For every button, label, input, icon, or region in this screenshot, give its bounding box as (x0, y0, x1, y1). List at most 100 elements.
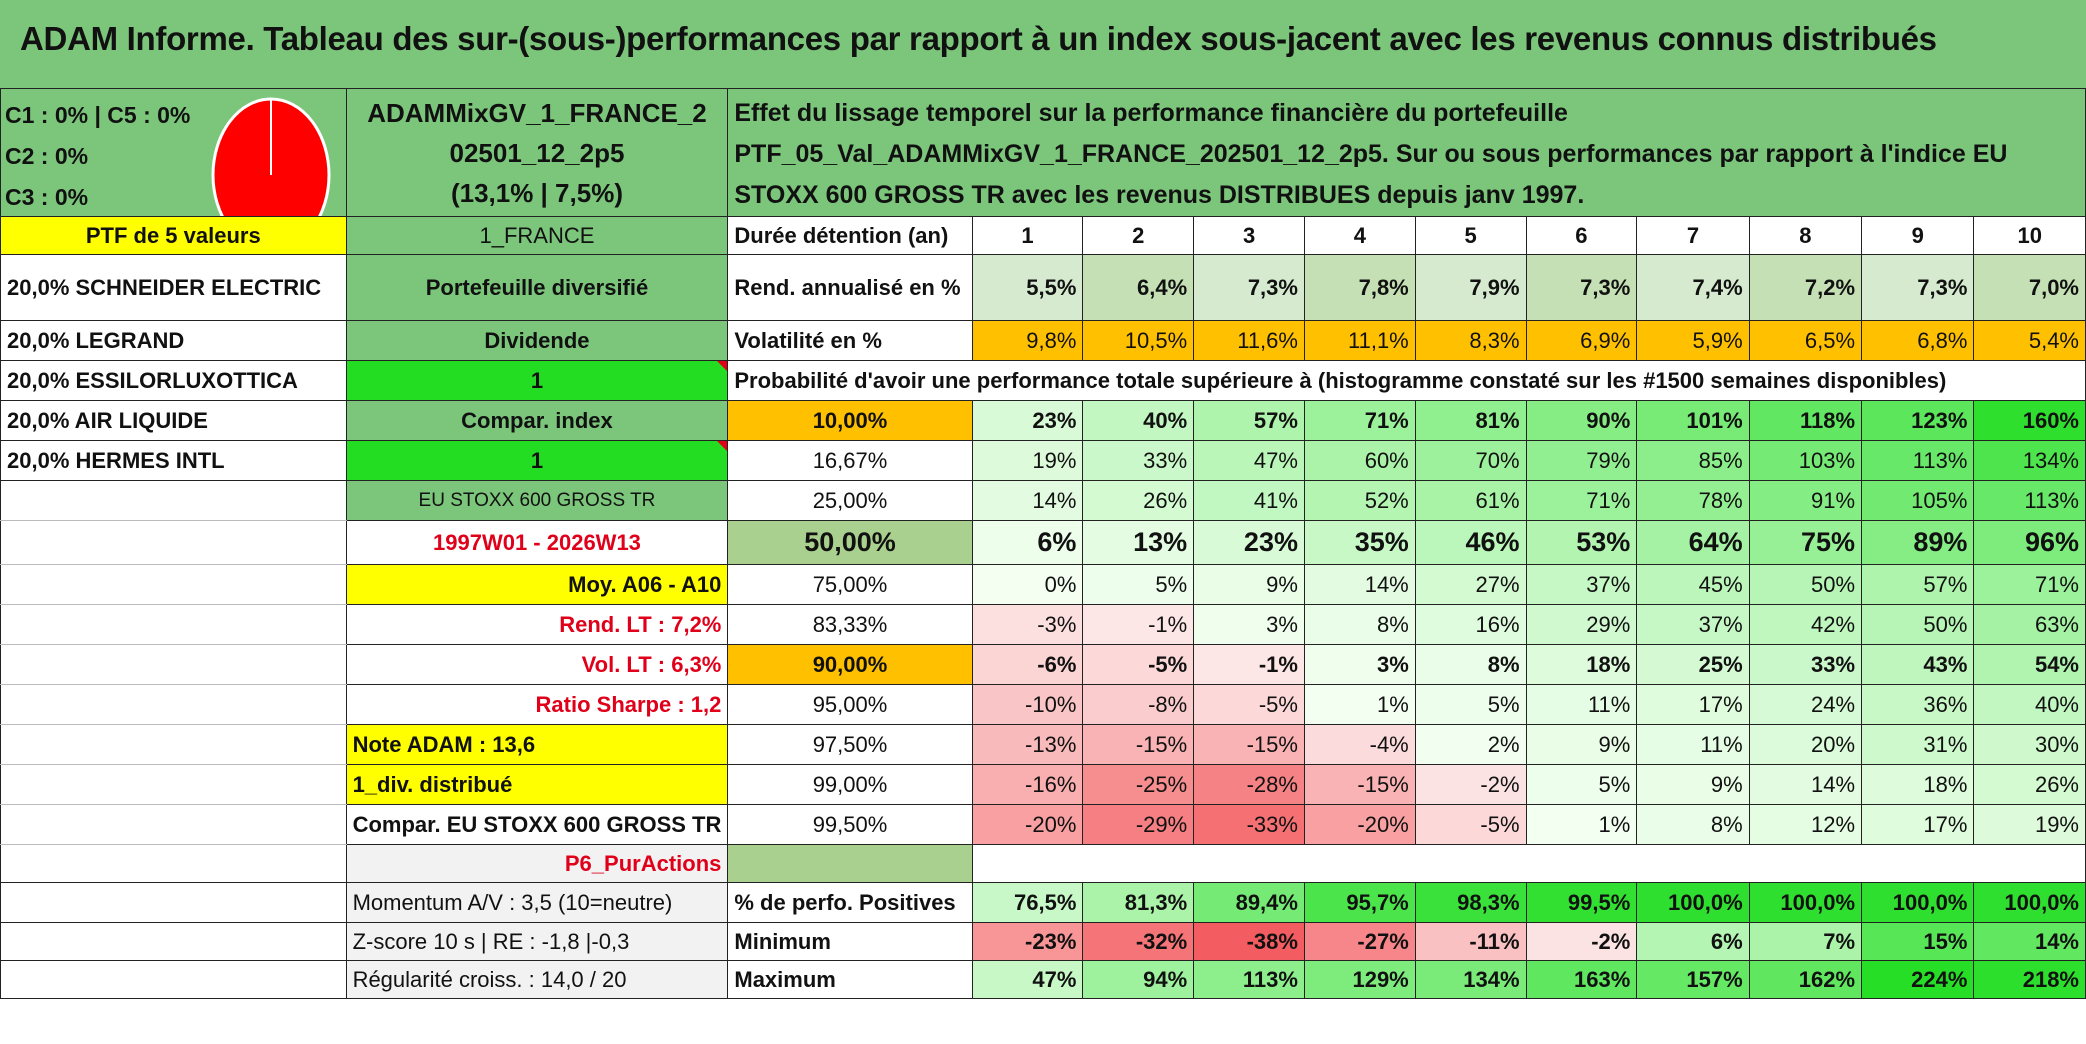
portfolio-name-cell: ADAMMixGV_1_FRANCE_202501_12_2p5 (13,1% |… (345, 88, 729, 217)
prob-value: 105% (1861, 480, 1975, 521)
prob-value: 90% (1525, 400, 1638, 441)
prob-value: 63% (1973, 604, 2086, 645)
vol-value: 5,4% (1973, 320, 2086, 361)
prob-value: 46% (1414, 520, 1527, 565)
vol-value: 5,9% (1636, 320, 1750, 361)
rend-value: 7,3% (1525, 254, 1638, 321)
pos-value: 95,7% (1303, 882, 1416, 923)
prob-threshold: 83,33% (727, 604, 973, 645)
report-title: ADAM Informe. Tableau des sur-(sous-)per… (20, 20, 1937, 57)
prob-value: 11% (1636, 724, 1750, 765)
prob-value: 11% (1525, 684, 1638, 725)
holding-1: 20,0% SCHNEIDER ELECTRIC (0, 254, 347, 321)
prob-value: 35% (1303, 520, 1416, 565)
table-row: Momentum A/V : 3,5 (10=neutre)% de perfo… (0, 882, 2086, 923)
table-row: EU STOXX 600 GROSS TR 25,00% 14% 26% 41% 52% 6… (0, 480, 2086, 521)
min-value: 14% (1973, 922, 2086, 961)
country: 1_FRANCE (345, 216, 729, 255)
prob-value: 103% (1748, 440, 1863, 481)
table-row: 20,0% AIR LIQUIDE Compar. index 10,00% 23% 4… (0, 400, 2086, 441)
rend-value: 7,9% (1414, 254, 1527, 321)
pos-value: 100,0% (1748, 882, 1863, 923)
prob-threshold: 90,00% (727, 644, 973, 685)
portfolio-perf: (13,1% | 7,5%) (450, 177, 623, 208)
max-value: 162% (1748, 960, 1863, 999)
title-banner: ADAM Informe. Tableau des sur-(sous-)per… (0, 0, 2086, 89)
prob-value: -3% (971, 604, 1084, 645)
portfolio-name: ADAMMixGV_1_FRANCE_202501_12_2p5 (367, 97, 707, 168)
prob-value: 23% (971, 400, 1084, 441)
prob-value: 1% (1303, 684, 1416, 725)
table-row: 1_div. distribué 99,00% -16% -25% -28% -15% -2… (0, 764, 2086, 805)
prob-value: 47% (1193, 440, 1305, 481)
year-header: 3 (1193, 216, 1305, 255)
prob-value: 53% (1525, 520, 1638, 565)
year-header: 2 (1082, 216, 1195, 255)
prob-value: 9% (1193, 564, 1305, 605)
min-value: 6% (1636, 922, 1750, 961)
prob-value: 85% (1636, 440, 1750, 481)
prob-value: 57% (1193, 400, 1305, 441)
max-value: 94% (1082, 960, 1195, 999)
prob-value: 5% (1525, 764, 1638, 805)
prob-value: 3% (1193, 604, 1305, 645)
portfolio-type: Portefeuille diversifié (345, 254, 729, 321)
prob-value: 8% (1636, 804, 1750, 845)
min-value: -32% (1082, 922, 1195, 961)
year-header: 7 (1636, 216, 1750, 255)
table-row: 1997W01 - 2026W13 50,00% 6% 13% 23% 35% 46% 53%… (0, 520, 2086, 565)
compar-value: 1 (345, 440, 729, 481)
p6-label: P6_PurActions (345, 844, 729, 883)
prob-value: 37% (1636, 604, 1750, 645)
empty (0, 960, 347, 999)
min-value: 7% (1748, 922, 1863, 961)
prob-value: -5% (1193, 684, 1305, 725)
moy-label: Moy. A06 - A10 (345, 564, 729, 605)
prob-value: 8% (1414, 644, 1527, 685)
prob-value: 18% (1861, 764, 1975, 805)
min-value: -23% (971, 922, 1084, 961)
note-adam: Note ADAM : 13,6 (345, 724, 729, 765)
dividende-value: 1 (345, 360, 729, 401)
pos-value: 98,3% (1414, 882, 1527, 923)
prob-value: -6% (971, 644, 1084, 685)
year-header: 1 (971, 216, 1084, 255)
table-row: 20,0% SCHNEIDER ELECTRIC Portefeuille div… (0, 254, 2086, 321)
empty (0, 844, 347, 883)
prob-value: -29% (1082, 804, 1195, 845)
prob-value: 37% (1525, 564, 1638, 605)
prob-value: 16% (1414, 604, 1527, 645)
prob-value: 54% (1973, 644, 2086, 685)
prob-value: -4% (1303, 724, 1416, 765)
prob-value: 33% (1082, 440, 1195, 481)
prob-value: 91% (1748, 480, 1863, 521)
prob-value: 70% (1414, 440, 1527, 481)
prob-threshold: 75,00% (727, 564, 973, 605)
rend-value: 6,4% (1082, 254, 1195, 321)
prob-value: 19% (1973, 804, 2086, 845)
min-value: -38% (1193, 922, 1305, 961)
prob-value: 24% (1748, 684, 1863, 725)
prob-value: 0% (971, 564, 1084, 605)
prob-threshold: 16,67% (727, 440, 973, 481)
prob-value: -16% (971, 764, 1084, 805)
holding-4: 20,0% AIR LIQUIDE (0, 400, 347, 441)
table-row: Régularité croiss. : 14,0 / 20 Maximum 47%… (0, 960, 2086, 999)
table-row: Vol. LT : 6,3% 90,00% -6% -5% -1% 3% 8% 18% 25% 3… (0, 644, 2086, 685)
prob-value: -1% (1082, 604, 1195, 645)
prob-value: 89% (1861, 520, 1975, 565)
prob-value: 29% (1525, 604, 1638, 645)
table-row: 20,0% ESSILORLUXOTTICA 1 Probabilité d'avo… (0, 360, 2086, 401)
vol-lt: Vol. LT : 6,3% (345, 644, 729, 685)
vol-value: 6,9% (1525, 320, 1638, 361)
prob-value: -20% (971, 804, 1084, 845)
prob-value: 75% (1748, 520, 1863, 565)
momentum: Momentum A/V : 3,5 (10=neutre) (345, 882, 729, 923)
table-row: P6_PurActions (0, 844, 2086, 883)
max-value: 157% (1636, 960, 1750, 999)
empty (0, 922, 347, 961)
prob-value: 6% (971, 520, 1084, 565)
legend-pie-cell: C1 : 0% | C5 : 0%C2 : 0%C3 : 0%C4 : 100% (0, 88, 347, 217)
vol-value: 11,6% (1193, 320, 1305, 361)
pos-value: 100,0% (1861, 882, 1975, 923)
